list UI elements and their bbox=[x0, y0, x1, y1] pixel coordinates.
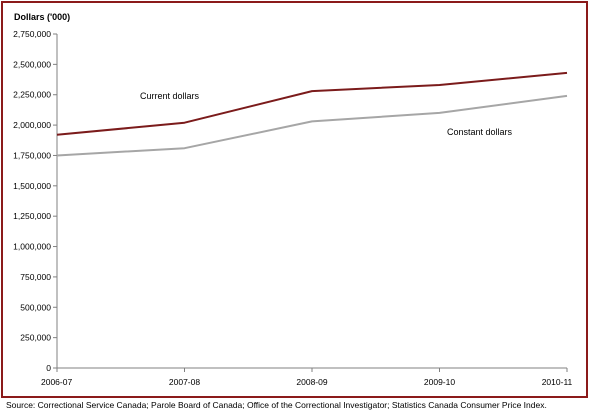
y-tick-label: 750,000 bbox=[20, 272, 51, 282]
series-labels: Current dollars Constant dollars bbox=[140, 91, 513, 137]
source-note: Source: Correctional Service Canada; Par… bbox=[6, 400, 547, 410]
constant-dollars-label: Constant dollars bbox=[447, 127, 513, 137]
current-dollars-line bbox=[56, 71, 568, 136]
series-lines bbox=[56, 71, 568, 157]
y-tick-label: 2,500,000 bbox=[13, 59, 51, 69]
x-axis: 2006-07 2007-08 2008-09 2009-10 2010-11 bbox=[41, 367, 573, 387]
y-tick-label: 1,250,000 bbox=[13, 211, 51, 221]
constant-dollars-line bbox=[56, 94, 568, 157]
x-tick-label: 2010-11 bbox=[542, 377, 573, 387]
x-tick-label: 2007-08 bbox=[169, 377, 200, 387]
x-tick-label: 2006-07 bbox=[41, 377, 72, 387]
current-dollars-label: Current dollars bbox=[140, 91, 200, 101]
y-tick-label: 1,000,000 bbox=[13, 242, 51, 252]
y-tick-label: 1,500,000 bbox=[13, 181, 51, 191]
y-tick-label: 1,750,000 bbox=[13, 150, 51, 160]
y-tick-label: 2,000,000 bbox=[13, 120, 51, 130]
y-tick-label: 2,750,000 bbox=[13, 29, 51, 39]
chart-frame: Dollars ('000) 0 250,000 500,000 750,000 1,0… bbox=[1, 1, 588, 398]
y-tick-label: 500,000 bbox=[20, 302, 51, 312]
y-tick-label: 0 bbox=[46, 363, 51, 373]
y-axis: 0 250,000 500,000 750,000 1,000,000 1,250,000… bbox=[13, 29, 58, 373]
y-tick-label: 250,000 bbox=[20, 333, 51, 343]
x-tick-label: 2009-10 bbox=[424, 377, 455, 387]
y-tick-label: 2,250,000 bbox=[13, 90, 51, 100]
line-chart: Dollars ('000) 0 250,000 500,000 750,000 1,0… bbox=[13, 12, 573, 387]
x-tick-label: 2008-09 bbox=[296, 377, 327, 387]
y-axis-title: Dollars ('000) bbox=[14, 12, 70, 22]
